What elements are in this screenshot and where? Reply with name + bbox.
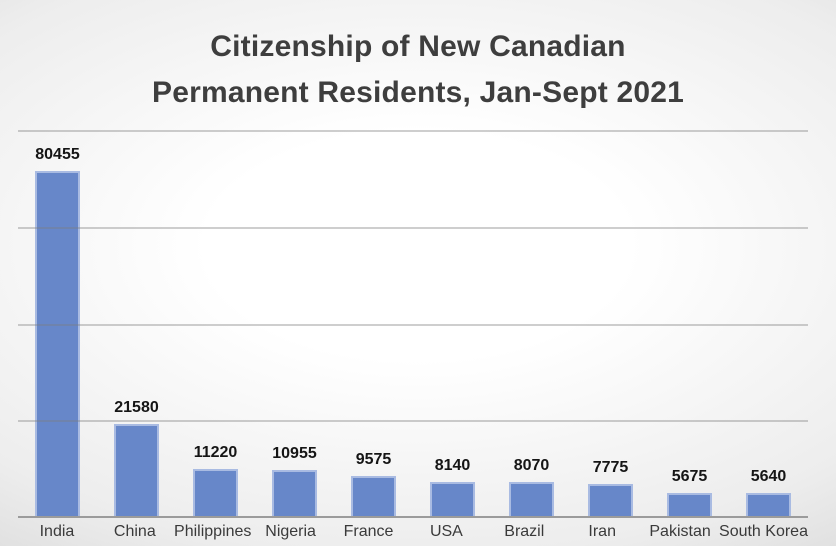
bar — [193, 468, 238, 517]
bar-slot-brazil: 8070 — [492, 130, 571, 517]
bar-slot-france: 9575 — [334, 130, 413, 517]
bar-slot-pakistan: 5675 — [650, 130, 729, 517]
x-axis-label: Pakistan — [649, 523, 711, 540]
x-axis-label: Philippines — [174, 523, 252, 540]
chart-title-line-1: Citizenship of New Canadian — [210, 30, 626, 63]
x-axis-label: Iran — [588, 523, 616, 540]
x-axis-line — [18, 516, 808, 518]
bar — [746, 492, 791, 517]
data-label: 8070 — [513, 457, 550, 475]
data-label: 5640 — [750, 467, 787, 485]
bar — [35, 171, 80, 517]
x-axis-label: Brazil — [504, 523, 545, 540]
bar — [351, 475, 396, 517]
bar — [588, 483, 633, 517]
x-axis-label: USA — [429, 523, 463, 540]
data-label: 9575 — [355, 450, 392, 468]
x-axis-label: South Korea — [719, 523, 808, 540]
bar — [667, 492, 712, 517]
bar-slot-nigeria: 10955 — [255, 130, 334, 517]
bar — [114, 424, 159, 517]
data-label: 7775 — [592, 458, 629, 476]
x-axis-label: Nigeria — [265, 523, 316, 540]
bar-slot-china: 21580 — [97, 130, 176, 517]
bar-slot-usa: 8140 — [413, 130, 492, 517]
bar-slot-philippines: 11220 — [176, 130, 255, 517]
data-label: 11220 — [193, 443, 238, 461]
data-label: 10955 — [272, 444, 317, 462]
x-axis-label: India — [39, 523, 75, 540]
x-axis-labels: India China Philippines Nigeria France USA Bra… — [18, 523, 808, 541]
data-label: 80455 — [35, 146, 80, 164]
data-label: 21580 — [114, 399, 159, 417]
x-axis-label: China — [113, 523, 156, 540]
chart-title: Citizenship of New Canadian Permanent Re… — [0, 24, 836, 116]
data-label: 5675 — [671, 467, 708, 485]
bar-slot-iran: 7775 — [571, 130, 650, 517]
bar-slot-south-korea: 5640 — [729, 130, 808, 517]
bar-slot-india: 80455 — [18, 130, 97, 517]
bar-series: 80455 21580 11220 10955 9575 8140 8070 7775 5675… — [18, 130, 808, 517]
bar — [430, 482, 475, 517]
chart-title-line-2: Permanent Residents, Jan-Sept 2021 — [151, 76, 684, 109]
data-label: 8140 — [434, 457, 471, 474]
plot-area: 80455 21580 11220 10955 9575 8140 8070 7775 5675… — [18, 130, 808, 518]
bar — [509, 482, 554, 517]
bar — [272, 469, 317, 517]
x-axis-label: France — [343, 523, 394, 540]
